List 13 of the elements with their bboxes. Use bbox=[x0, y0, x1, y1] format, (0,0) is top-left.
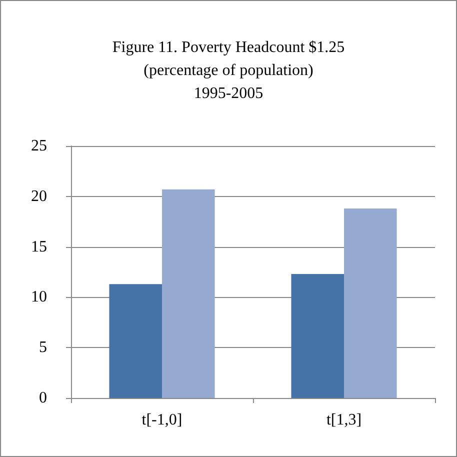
bar bbox=[344, 208, 397, 398]
bar bbox=[109, 284, 162, 398]
x-tick-label: t[1,3] bbox=[326, 412, 362, 428]
y-tick-label: 15 bbox=[31, 238, 47, 256]
y-tick-label: 0 bbox=[39, 390, 47, 406]
chart-title: Figure 11. Poverty Headcount $1.25 (percentage of population) 1995-2005 bbox=[112, 39, 345, 102]
x-tick-label: t[-1,0] bbox=[142, 412, 182, 428]
bar bbox=[162, 189, 215, 398]
y-tick-label: 20 bbox=[31, 188, 47, 205]
bar bbox=[291, 274, 344, 398]
y-tick-label: 5 bbox=[39, 339, 47, 356]
y-tick-label: 25 bbox=[31, 138, 47, 154]
y-tick-label: 10 bbox=[31, 288, 47, 306]
